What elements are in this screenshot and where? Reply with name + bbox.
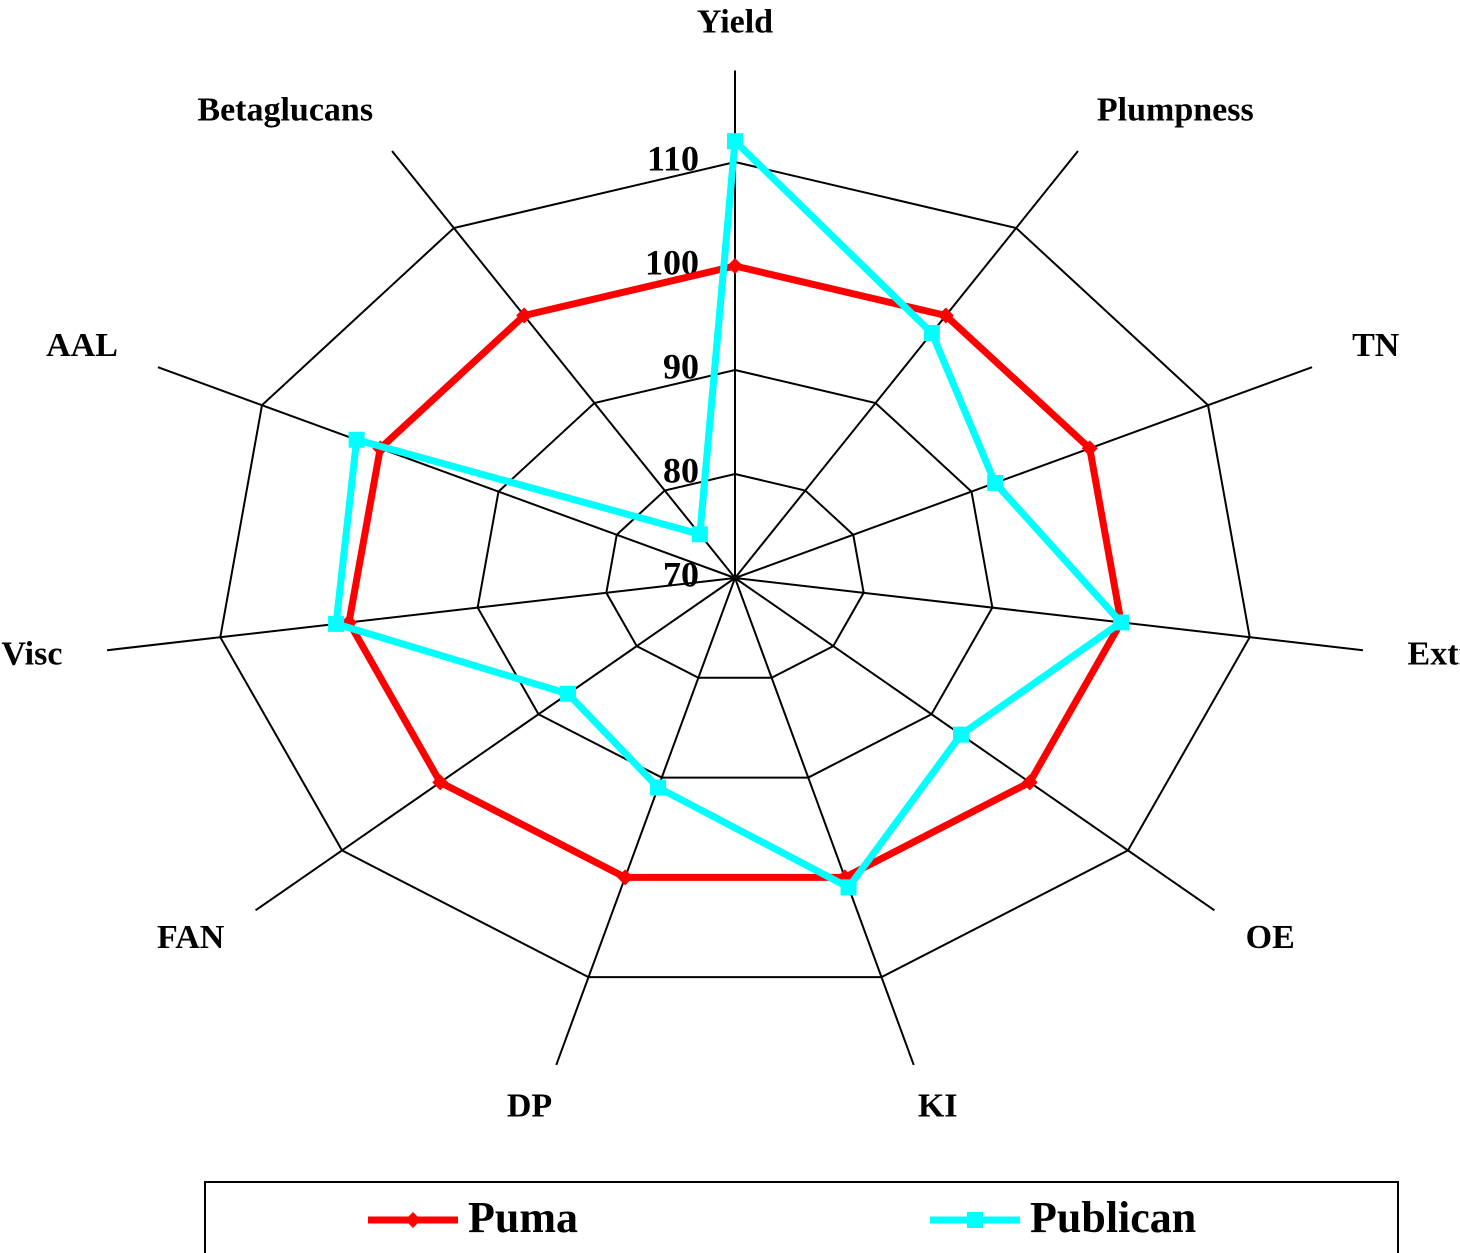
axis-spoke — [157, 366, 736, 579]
category-label: OE — [1246, 919, 1295, 956]
category-label: FAN — [157, 919, 225, 956]
marker — [952, 726, 969, 743]
marker — [1113, 614, 1130, 631]
category-label: Extr — [1408, 636, 1460, 673]
marker — [727, 258, 743, 274]
marker — [937, 307, 954, 324]
marker — [840, 879, 857, 896]
marker — [348, 431, 365, 448]
grid-ring — [476, 368, 994, 779]
axis-spoke — [734, 577, 1216, 912]
marker — [987, 474, 1004, 491]
category-label: Betaglucans — [197, 91, 373, 128]
category-label: TN — [1352, 327, 1400, 364]
grid-ring — [605, 472, 865, 679]
category-label: AAL — [46, 327, 118, 364]
legend-marker — [967, 1212, 983, 1228]
marker — [727, 133, 743, 150]
legend-box — [204, 1181, 1399, 1253]
marker — [1021, 774, 1038, 791]
marker — [559, 685, 576, 702]
grid-ring — [219, 160, 1251, 979]
series-line — [332, 133, 1127, 892]
axis-spoke — [734, 577, 1364, 652]
legend-label: Publican — [1030, 1193, 1196, 1242]
marker — [617, 869, 634, 886]
tick-label: 110 — [647, 138, 699, 178]
marker — [650, 779, 667, 796]
marker — [516, 307, 533, 324]
axis-spoke — [734, 150, 1079, 579]
marker — [691, 526, 708, 543]
axis-spoke — [734, 577, 915, 1066]
category-label: Plumpness — [1097, 91, 1254, 128]
axis-spoke — [254, 577, 736, 912]
category-label: DP — [507, 1088, 552, 1125]
category-label: Yield — [697, 4, 773, 41]
axis-spoke — [106, 577, 736, 652]
marker — [328, 615, 345, 632]
marker — [432, 774, 449, 791]
tick-label: 80 — [663, 450, 699, 490]
marker — [1081, 440, 1098, 457]
tick-label: 90 — [663, 346, 699, 386]
series-line — [345, 262, 1125, 881]
legend-label: Puma — [468, 1193, 578, 1242]
axis-spoke — [391, 150, 736, 579]
tick-label: 70 — [663, 554, 699, 594]
axis-spoke — [555, 577, 736, 1066]
legend-marker — [405, 1212, 421, 1228]
category-label: KI — [918, 1088, 958, 1125]
category-label: Visc — [1, 636, 62, 673]
marker — [923, 325, 940, 342]
axis-spoke — [734, 366, 1313, 579]
